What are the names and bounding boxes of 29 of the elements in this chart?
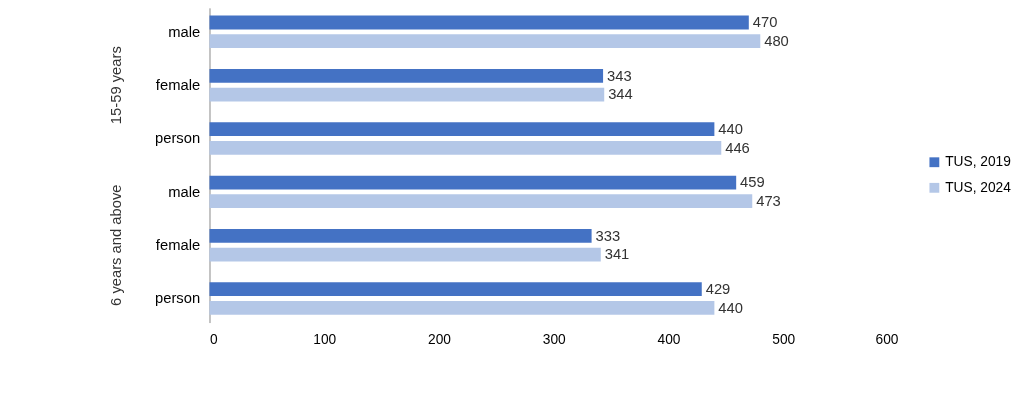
- data-label: 440: [718, 299, 743, 316]
- x-tick-label: 100: [313, 331, 337, 347]
- data-label: 459: [740, 174, 765, 191]
- x-tick-label: 300: [542, 331, 567, 347]
- data-label: 344: [608, 86, 633, 103]
- y-tick-label: person: [155, 290, 201, 307]
- x-tick-label: 600: [875, 331, 899, 347]
- x-tick-label: 500: [772, 331, 796, 347]
- data-label: 341: [604, 246, 630, 263]
- y-tick-label: female: [155, 77, 201, 94]
- x-tick-label: 200: [428, 331, 452, 347]
- data-label: 429: [705, 281, 731, 298]
- data-label: 440: [718, 121, 743, 138]
- data-label: 470: [752, 14, 778, 31]
- data-label: 446: [725, 139, 750, 156]
- text: 6 years and above: [107, 184, 124, 306]
- data-label: 333: [595, 227, 621, 244]
- y-tick-label: female: [155, 237, 201, 254]
- y-tick-label: male: [168, 183, 201, 200]
- y-tick-label: person: [155, 130, 201, 147]
- data-label: 480: [764, 33, 789, 50]
- legend-label: TUS, 2024: [945, 179, 1012, 195]
- data-label: 473: [756, 193, 781, 210]
- y-tick-label: male: [168, 23, 201, 40]
- data-label: 343: [607, 67, 632, 84]
- x-tick-label: 400: [657, 331, 681, 347]
- legend-label: TUS, 2019: [945, 154, 1011, 170]
- text: 15-59 years: [107, 46, 124, 125]
- x-tick-label: 0: [209, 331, 218, 347]
